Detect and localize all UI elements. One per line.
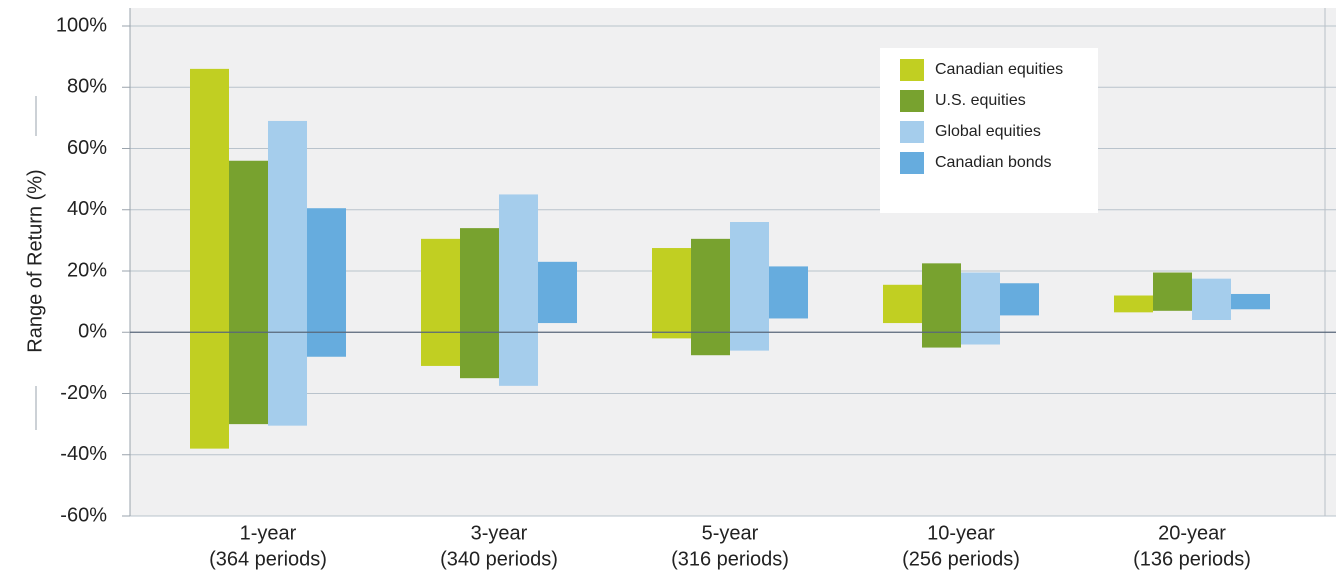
series-canadian-bonds [307, 208, 1270, 357]
y-tick-label: -60% [60, 504, 107, 526]
y-label-gap [26, 136, 46, 386]
bar [499, 194, 538, 386]
legend-label: Canadian equities [935, 61, 1063, 78]
bar [190, 68, 229, 449]
bar [307, 208, 346, 357]
bar [1231, 293, 1270, 310]
bar [268, 120, 307, 426]
bar [922, 263, 961, 348]
y-tick-label: 60% [67, 137, 107, 159]
y-tick-label: 80% [67, 76, 107, 98]
y-tick-label: -20% [60, 382, 107, 404]
bar [769, 266, 808, 319]
y-tick-label: 0% [78, 321, 107, 343]
bar [421, 238, 460, 366]
category-sublabel: (340 periods) [440, 548, 558, 570]
y-axis-label: Range of Return (%) [24, 169, 46, 352]
category-label: 5-year [702, 522, 759, 544]
bar [538, 261, 577, 324]
series-global-equities [268, 120, 1231, 426]
bar [730, 222, 769, 351]
category-sublabel: (364 periods) [209, 548, 327, 570]
category-label: 20-year [1158, 522, 1226, 544]
legend: Canadian equities U.S. equities Global equ… [880, 48, 1098, 213]
category-label: 3-year [471, 522, 528, 544]
bar [1192, 278, 1231, 320]
series-canadian-equities [190, 68, 1153, 449]
bar-series [190, 68, 1270, 449]
bar [460, 228, 499, 379]
legend-label: U.S. equities [935, 92, 1026, 109]
series-u-s-equities [229, 160, 1192, 425]
bar [961, 272, 1000, 345]
category-sublabel: (256 periods) [902, 548, 1020, 570]
category-labels: 1-year (364 periods) 3-year (340 periods) 5-… [209, 522, 1251, 570]
category-sublabel: (136 periods) [1133, 548, 1251, 570]
y-tick-labels: 100% 80% 60% 40% 20% 0% -20% -40% -60% [56, 14, 130, 526]
bar [883, 284, 922, 324]
bar [652, 248, 691, 339]
legend-swatch [900, 90, 924, 112]
y-tick-label: 100% [56, 14, 107, 36]
y-tick-label: -40% [60, 443, 107, 465]
bar [1000, 283, 1039, 316]
y-tick-label: 40% [67, 198, 107, 220]
legend-label: Global equities [935, 123, 1041, 140]
category-sublabel: (316 periods) [671, 548, 789, 570]
legend-swatch [900, 152, 924, 174]
legend-label: Canadian bonds [935, 154, 1052, 171]
bar [1153, 272, 1192, 311]
category-label: 10-year [927, 522, 995, 544]
legend-swatch [900, 121, 924, 143]
y-tick-label: 20% [67, 259, 107, 281]
bar [229, 160, 268, 425]
legend-swatch [900, 59, 924, 81]
bar [1114, 295, 1153, 313]
bar [691, 238, 730, 356]
category-label: 1-year [240, 522, 297, 544]
